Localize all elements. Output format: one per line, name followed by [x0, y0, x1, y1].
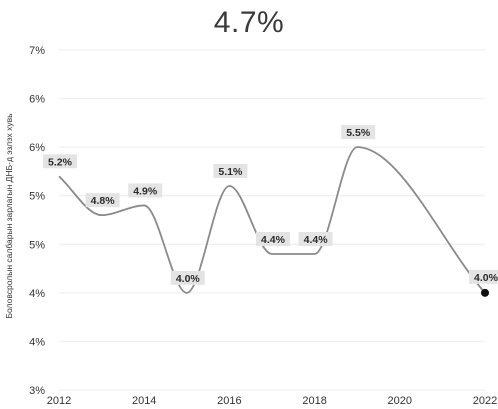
y-tick-label: 3% — [29, 385, 45, 397]
data-label-bg — [128, 183, 163, 198]
y-tick-label: 5% — [29, 239, 45, 251]
data-label-bg — [298, 232, 333, 246]
data-label-text: 5.2% — [48, 156, 73, 168]
data-label-bg — [256, 232, 290, 246]
data-label: 5.1% — [213, 164, 248, 178]
data-label-bg — [469, 269, 498, 284]
data-labels: 5.2% 4.8% 4.9% 4.0% 5.1% 4.4% 4.4% 5.5% 4.0% — [43, 125, 498, 285]
x-tick-label: 2020 — [388, 395, 412, 407]
data-label-text: 4.0% — [474, 272, 498, 284]
data-label-text: 4.4% — [261, 234, 286, 246]
data-label-bg — [341, 125, 376, 140]
y-tick-label: 4% — [29, 336, 45, 348]
series-line — [58, 146, 486, 294]
series-group — [58, 146, 489, 297]
data-label: 4.4% — [298, 232, 333, 246]
data-label-bg — [170, 270, 205, 285]
data-label-text: 4.4% — [304, 234, 329, 246]
y-tick-label: 7% — [29, 45, 45, 57]
data-label: 5.2% — [43, 154, 77, 169]
data-label: 4.0% — [469, 269, 498, 284]
chart-title: 4.7% — [213, 6, 285, 39]
data-label-bg — [213, 164, 248, 178]
data-label: 4.8% — [85, 193, 120, 208]
x-tick-label: 2016 — [217, 395, 241, 407]
x-tick-label: 2012 — [47, 395, 71, 407]
y-tick-label: 6% — [29, 94, 45, 106]
data-label-text: 5.1% — [218, 166, 243, 178]
data-label-bg — [43, 154, 77, 169]
last-point-marker — [481, 288, 489, 297]
x-tick-label: 2014 — [132, 395, 156, 407]
data-label: 5.5% — [341, 125, 376, 140]
x-axis-ticks: 2012 2014 2016 2018 2020 2022 — [47, 395, 497, 407]
y-axis-ticks: 3% 4% 4% 5% 5% 6% 6% 7% — [29, 45, 45, 397]
data-label: 4.0% — [170, 270, 205, 285]
x-tick-label: 2018 — [302, 395, 326, 407]
data-label-bg — [85, 193, 120, 208]
y-tick-label: 6% — [29, 142, 45, 154]
y-tick-label: 4% — [29, 288, 45, 300]
y-tick-label: 5% — [29, 191, 45, 203]
grid-lines — [59, 49, 485, 391]
x-tick-label: 2022 — [473, 395, 497, 407]
data-label-text: 4.8% — [91, 195, 116, 207]
data-label: 4.9% — [128, 183, 163, 198]
data-label-text: 5.5% — [346, 127, 371, 139]
data-label-text: 4.9% — [133, 185, 158, 197]
data-label: 4.4% — [256, 232, 290, 246]
data-label-text: 4.0% — [176, 273, 201, 285]
